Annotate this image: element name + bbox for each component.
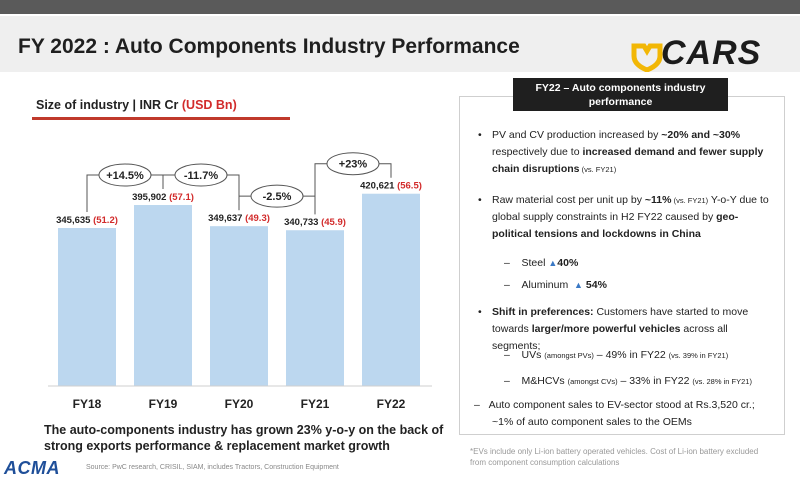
- growth-summary-note: The auto-components industry has grown 2…: [44, 423, 444, 453]
- ev-sales-line1: – Auto component sales to EV-sector stoo…: [474, 399, 755, 411]
- bar-value-label: 395,902 (57.1): [132, 192, 194, 203]
- growth-oval: [326, 152, 380, 176]
- x-tick-label: FY20: [225, 397, 254, 411]
- mhcv-share-item: – M&HCVs (amongst CVs) – 33% in FY22 (vs…: [504, 375, 752, 387]
- bar-value-label: 420,621 (56.5): [360, 181, 422, 192]
- panel-header-line2: performance: [588, 96, 653, 108]
- growth-label: +23%: [339, 159, 368, 171]
- bullet-dot: •: [478, 194, 482, 206]
- growth-label: -2.5%: [263, 191, 292, 203]
- slide-title: FY 2022 : Auto Components Industry Perfo…: [18, 35, 520, 58]
- growth-oval: [250, 184, 304, 208]
- panel-header-line1: FY22 – Auto components industry: [535, 82, 706, 94]
- industry-size-bar-chart: 345,635 (51.2) FY18 395,902 (57.1) FY19 349,…: [48, 152, 432, 411]
- x-tick-label: FY21: [301, 397, 330, 411]
- growth-label: -11.7%: [184, 170, 218, 182]
- up-triangle-icon: ▲: [548, 258, 558, 268]
- brand-logo-icon: [631, 43, 663, 72]
- size-of-industry-label: Size of industry | INR Cr (USD Bn): [36, 98, 237, 112]
- ev-sales-line2: ~1% of auto component sales to the OEMs: [492, 416, 692, 428]
- ev-footnote: *EVs include only Li-ion battery operate…: [470, 447, 759, 467]
- top-frame-bar: [0, 0, 800, 14]
- acma-logo: ACMA: [4, 458, 60, 478]
- panel-header: FY22 – Auto components industry performa…: [513, 78, 728, 111]
- bar-value-label: 349,637 (49.3): [208, 213, 270, 224]
- up-triangle-icon: ▲: [574, 280, 583, 290]
- bar-fy20: [210, 226, 268, 386]
- size-label-usd: (USD Bn): [181, 98, 237, 112]
- uv-share-item: – UVs (amongst PVs) – 49% in FY22 (vs. 3…: [504, 349, 729, 361]
- bar-value-label: 340,733 (45.9): [284, 217, 346, 228]
- steel-item: – Steel ▲40%: [504, 257, 579, 269]
- size-label-prefix: Size of industry | INR Cr: [36, 98, 182, 112]
- aluminum-item: – Aluminum ▲ 54%: [504, 279, 607, 291]
- source-note: Source: PwC research, CRISIL, SIAM, incl…: [86, 464, 339, 471]
- bar-fy22: [362, 193, 420, 386]
- size-label-underline: [32, 117, 290, 120]
- bullet-preferences: • Shift in preferences: Customers have st…: [478, 306, 749, 352]
- bullet-production: • PV and CV production increased by ~20% …: [478, 129, 764, 175]
- x-tick-label: FY18: [73, 397, 102, 411]
- growth-oval: [174, 163, 228, 187]
- bar-fy19: [134, 205, 192, 386]
- bullet-dot: •: [478, 129, 482, 141]
- bar-fy21: [286, 230, 344, 386]
- growth-label: +14.5%: [106, 170, 144, 182]
- brand-logo-text: CARS: [661, 34, 762, 72]
- bar-fy18: [58, 227, 116, 386]
- performance-panel: [459, 96, 785, 435]
- bullet-raw-material: • Raw material cost per unit up by ~11% (…: [478, 194, 769, 240]
- title-bar: [0, 16, 800, 72]
- bar-value-label: 345,635 (51.2): [56, 215, 118, 226]
- x-tick-label: FY22: [377, 397, 406, 411]
- growth-oval: [98, 163, 152, 187]
- x-tick-label: FY19: [149, 397, 178, 411]
- bullet-dot: •: [478, 306, 482, 318]
